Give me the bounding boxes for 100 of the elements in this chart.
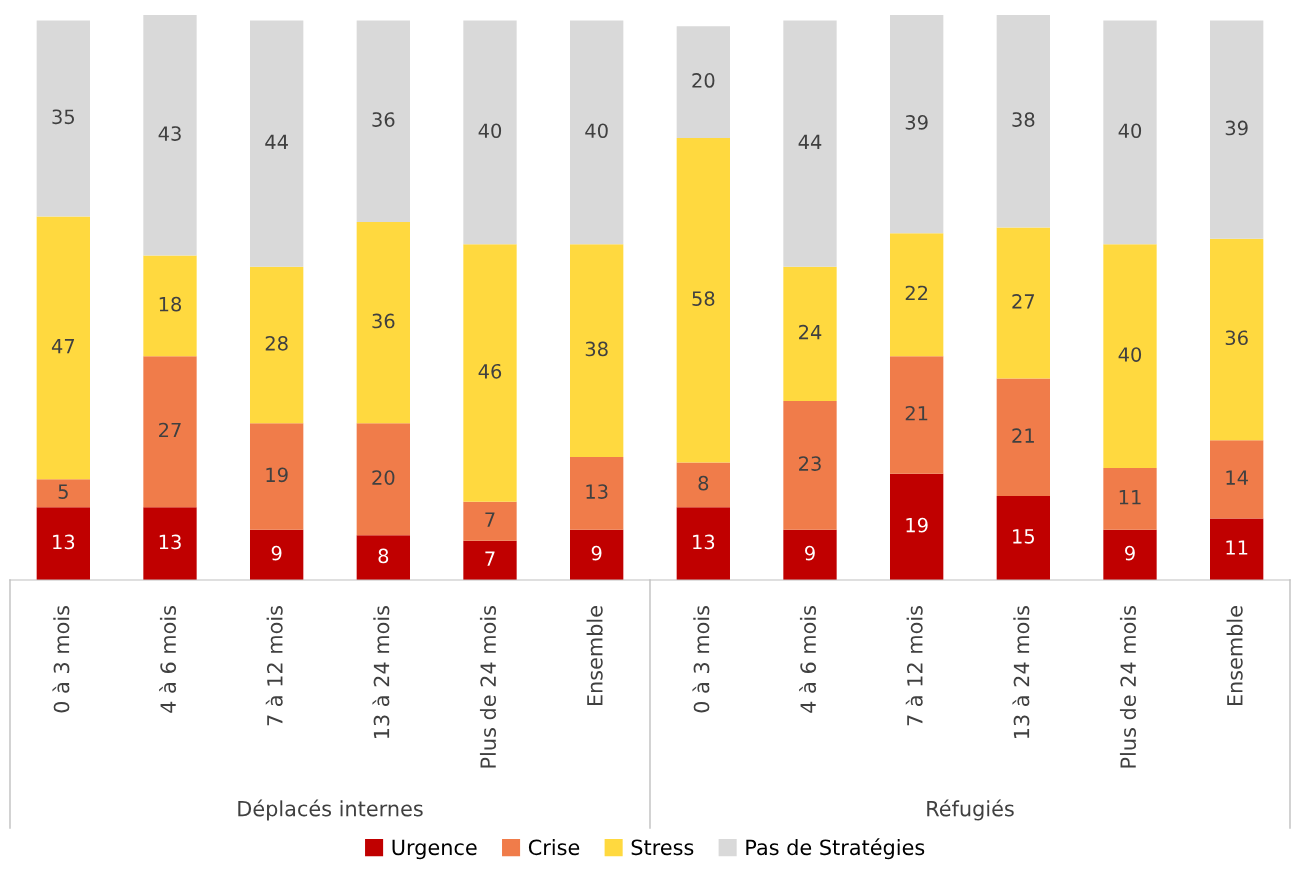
bar [783,266,837,401]
bar [1210,440,1264,519]
bar [356,423,410,536]
data-label: 27 [1012,294,1035,309]
data-label: 8 [378,548,389,564]
x-tick-label: 7 à 12 mois [905,606,923,726]
bar [996,378,1050,497]
bar [1103,244,1157,469]
data-label: 11 [1119,490,1141,505]
bar [996,15,1050,228]
bar [463,501,517,541]
bar [783,529,837,580]
bar [676,507,730,580]
data-label: 44 [798,134,822,150]
data-label: 40 [585,123,608,139]
x-tick-label: 4 à 6 mois [799,606,817,713]
data-label: 40 [1118,123,1142,139]
data-label: 9 [805,545,815,561]
x-tick-label: 0 à 3 mois [692,606,710,713]
x-tick-label: 13 à 24 mois [372,606,390,739]
bar [890,233,944,357]
data-label: 9 [1125,545,1135,561]
data-label: 13 [53,534,75,550]
data-label: 46 [478,363,502,379]
bar [1103,529,1157,580]
bar [783,400,837,530]
legend-label: Urgence [392,839,477,860]
x-tick-label: Plus de 24 mois [479,606,497,768]
bar [570,244,624,457]
bar [356,535,410,580]
bar [36,20,90,217]
data-label: 22 [905,285,928,301]
bar [36,479,90,508]
bar [250,423,304,530]
data-label: 40 [1118,347,1142,362]
data-label: 35 [52,109,75,125]
bar [570,529,624,580]
data-label: 21 [905,405,928,421]
bar [36,216,90,480]
bar [1103,468,1157,530]
data-label: 36 [1225,330,1248,346]
bar [356,221,410,424]
text: Réfugiés [927,799,1014,821]
bar [1210,20,1264,239]
data-label: 19 [906,517,928,533]
data-label: 38 [1012,112,1035,127]
data-label: 39 [905,115,928,130]
bar [250,529,304,580]
bar [890,15,944,234]
data-label: 13 [159,534,181,550]
bar [570,20,624,245]
data-label: 20 [692,73,715,88]
data-label: 38 [585,341,608,357]
data-label: 11 [1226,540,1248,555]
data-label: 13 [693,534,715,550]
data-label: 40 [478,123,502,139]
legend-label: Pas de Stratégies [746,838,925,860]
bar [36,507,90,580]
bar [570,456,624,530]
data-label: 21 [1012,428,1034,443]
data-label: 47 [51,339,75,354]
data-label: 14 [1226,470,1248,485]
data-label: 24 [799,324,822,340]
data-label: 9 [271,545,282,561]
bar [783,20,837,267]
bar [676,462,730,508]
bar [890,356,944,474]
bar [356,20,410,222]
x-tick-label: 4 à 6 mois [159,606,177,713]
data-label: 58 [692,291,715,306]
bar [143,507,197,580]
text: Déplacés internes [238,799,423,821]
bar [463,540,517,580]
data-label: 15 [1013,529,1035,544]
bar [1210,518,1264,580]
data-label: 43 [158,126,181,141]
data-label: 7 [485,551,495,566]
data-label: 36 [372,313,395,329]
bar [996,496,1050,580]
x-tick-label: 0 à 3 mois [52,606,70,713]
data-label: 18 [159,296,182,312]
data-label: 36 [372,112,395,127]
data-label: 9 [591,545,602,561]
data-label: 8 [698,475,709,491]
data-label: 20 [372,470,395,485]
data-label: 19 [266,467,288,483]
x-tick-label: Plus de 24 mois [1119,606,1137,768]
data-label: 13 [586,484,608,499]
bar [676,138,730,463]
data-label: 44 [265,134,288,150]
bar [250,20,304,267]
x-tick-label: 13 à 24 mois [1012,606,1030,739]
bar [676,26,730,139]
data-label: 39 [1225,120,1248,136]
bar [890,473,944,580]
bar [1210,238,1264,441]
bar [143,255,197,357]
legend-label: Stress [631,839,694,856]
bar [143,356,197,508]
data-label: 7 [485,512,495,527]
